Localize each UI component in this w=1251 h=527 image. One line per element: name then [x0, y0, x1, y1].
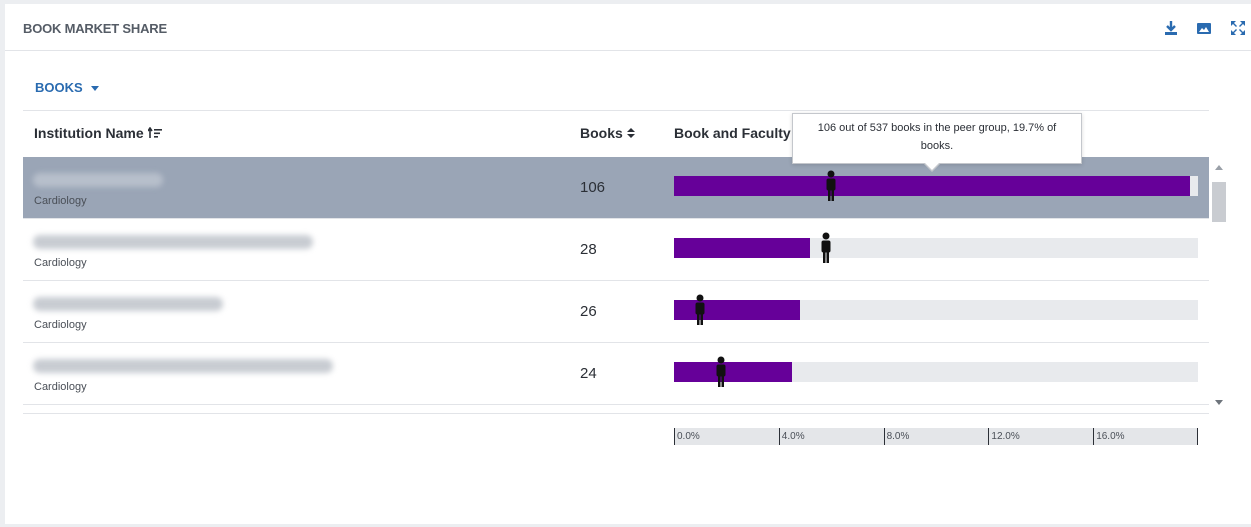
share-bar-track[interactable]: [674, 356, 1198, 387]
sort-both-icon[interactable]: [626, 127, 635, 142]
scroll-down-icon[interactable]: [1215, 400, 1223, 405]
image-icon[interactable]: [1194, 18, 1214, 38]
share-axis: 0.0% 4.0% 8.0% 12.0% 16.0%: [674, 428, 1198, 445]
books-count: 28: [580, 241, 597, 258]
panel-title: BOOK MARKET SHARE: [23, 21, 167, 36]
axis-tick-label: 4.0%: [781, 431, 805, 442]
column-header-institution[interactable]: Institution Name: [34, 125, 162, 142]
sort-ascending-icon[interactable]: [147, 126, 162, 142]
axis-end-tick: [1197, 428, 1198, 445]
faculty-share-person-icon[interactable]: [825, 170, 837, 202]
scroll-up-icon[interactable]: [1215, 165, 1223, 170]
vertical-scrollbar[interactable]: [1210, 157, 1228, 413]
axis-tick: [1093, 428, 1095, 445]
scrollbar-thumb[interactable]: [1212, 182, 1226, 222]
caret-down-icon: [90, 86, 99, 92]
axis-tick-label: 8.0%: [886, 431, 910, 442]
axis-tick-label: 0.0%: [677, 431, 700, 442]
column-header-books[interactable]: Books: [580, 125, 635, 142]
institution-name-redacted: [33, 297, 223, 311]
share-bar-track[interactable]: [674, 232, 1198, 263]
bar-tooltip: 106 out of 537 books in the peer group, …: [792, 113, 1082, 172]
share-bar-track[interactable]: [674, 294, 1198, 325]
table-row[interactable]: Cardiology 26: [23, 281, 1209, 343]
book-share-bar[interactable]: [674, 362, 792, 382]
institution-name-redacted: [33, 235, 313, 249]
institution-name-redacted: [33, 173, 163, 187]
axis-tick-label: 12.0%: [991, 431, 1020, 442]
book-share-bar[interactable]: [674, 238, 811, 258]
panel-header: BOOK MARKET SHARE: [5, 4, 1251, 51]
column-header-share[interactable]: Book and Faculty Share: [674, 125, 794, 141]
book-share-bar[interactable]: [674, 176, 1191, 196]
axis-tick: [674, 428, 675, 445]
books-count: 106: [580, 179, 606, 196]
share-bar-track[interactable]: [674, 170, 1198, 201]
table-row[interactable]: Cardiology 28: [23, 219, 1209, 281]
table-footer-divider: [23, 413, 1209, 414]
axis-tick: [883, 428, 885, 445]
table-header: Institution Name Books Book and Faculty …: [23, 110, 1209, 157]
table-row[interactable]: Cardiology 24: [23, 343, 1209, 405]
expand-icon[interactable]: [1228, 18, 1248, 38]
book-market-share-panel: BOOK MARKET SHARE BOOKS Institution Name: [5, 4, 1251, 524]
specialty-label: Cardiology: [34, 319, 87, 331]
tooltip-arrow: [925, 163, 939, 170]
tooltip-text: 106 out of 537 books in the peer group, …: [817, 122, 1057, 152]
download-icon[interactable]: [1161, 18, 1181, 38]
specialty-label: Cardiology: [34, 381, 87, 393]
axis-tick-label: 16.0%: [1096, 431, 1125, 442]
faculty-share-person-icon[interactable]: [820, 232, 832, 264]
table-body: Cardiology 106 Cardiology 28 Cardiology 26 Car…: [23, 157, 1209, 407]
axis-tick: [778, 428, 780, 445]
faculty-share-person-icon[interactable]: [694, 294, 706, 326]
dropdown-label: BOOKS: [35, 80, 83, 95]
books-count: 26: [580, 303, 597, 320]
axis-tick: [988, 428, 990, 445]
institution-name-redacted: [33, 359, 333, 373]
header-toolbar: [1151, 18, 1251, 38]
faculty-share-person-icon[interactable]: [715, 356, 727, 388]
table-row[interactable]: Cardiology 106: [23, 157, 1209, 219]
specialty-label: Cardiology: [34, 257, 87, 269]
specialty-label: Cardiology: [34, 195, 87, 207]
metric-dropdown[interactable]: BOOKS: [35, 80, 99, 95]
book-share-bar[interactable]: [674, 300, 800, 320]
books-count: 24: [580, 365, 597, 382]
